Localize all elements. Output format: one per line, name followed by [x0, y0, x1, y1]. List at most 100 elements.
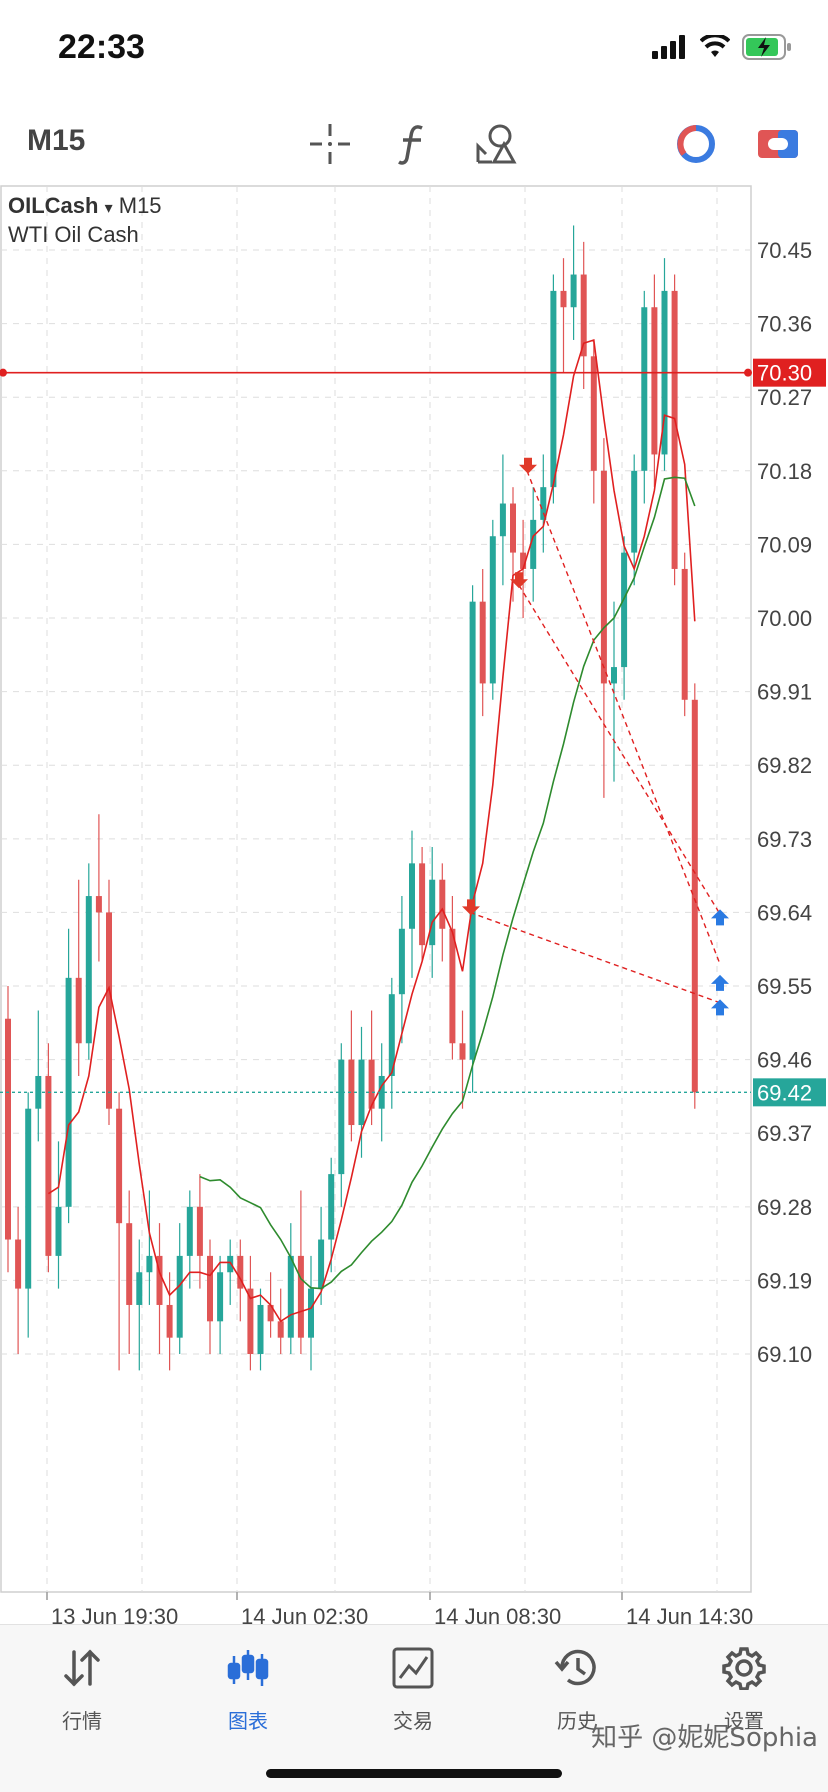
candle-body	[520, 552, 527, 569]
price-axis-label: 70.00	[757, 606, 812, 631]
candle-body	[489, 536, 496, 684]
price-axis-label: 69.64	[757, 900, 812, 925]
current-price-tag	[753, 1078, 826, 1107]
wifi-icon	[700, 35, 730, 57]
candle-body	[55, 1206, 62, 1256]
candle-body	[166, 1304, 173, 1338]
price-chart[interactable]: 70.45 70.36 70.27 70.18 70.09 70.00 69.91 69.82…	[0, 184, 828, 1624]
time-axis-label: 14 Jun 08:30	[434, 1604, 561, 1624]
tab-quotes[interactable]: 行情	[22, 1643, 142, 1734]
symbol-timeframe: M15	[118, 193, 162, 218]
candle-body	[186, 1206, 193, 1256]
symbol-description: WTI Oil Cash	[8, 222, 139, 247]
trade-history-line	[518, 584, 720, 913]
candle-body	[530, 519, 537, 569]
fast-moving-average	[47, 338, 696, 1323]
history-clock-icon	[554, 1649, 596, 1686]
watermark: 知乎 @妮妮Sophia	[591, 1723, 818, 1753]
time-axis-label: 14 Jun 02:30	[241, 1604, 368, 1624]
settings-gear-icon	[722, 1647, 766, 1690]
alert-line-handle-left	[0, 368, 7, 377]
candle-body	[85, 896, 92, 1044]
candle-body	[196, 1206, 203, 1256]
candle-body	[429, 879, 436, 946]
candle-body	[611, 667, 617, 684]
price-axis-label: 69.28	[757, 1195, 812, 1220]
candle-body	[641, 307, 648, 471]
crosshair-icon	[310, 124, 350, 164]
home-indicator	[266, 1769, 562, 1778]
price-axis-label: 70.18	[757, 459, 812, 484]
candle-body	[156, 1255, 163, 1305]
candle-body	[580, 274, 587, 357]
bottom-tab-bar: 行情 图表 交易	[0, 1624, 828, 1792]
symbol-dropdown-icon: ▾	[104, 200, 113, 217]
candle-body	[126, 1223, 133, 1305]
grid-lines	[0, 185, 752, 1593]
function-icon	[398, 125, 423, 165]
candle-body	[95, 896, 102, 913]
symbol-title[interactable]: OILCash ▾ M15	[8, 193, 162, 219]
tab-chart[interactable]: 图表	[188, 1643, 308, 1734]
candle-body	[5, 1018, 11, 1240]
tab-history[interactable]: 历史	[517, 1643, 637, 1734]
alert-line-handle-right	[744, 368, 752, 377]
candle-body	[388, 994, 395, 1076]
candle-body	[348, 1059, 355, 1126]
trend-lines	[469, 470, 720, 1004]
tab-settings[interactable]: 设置	[684, 1643, 804, 1734]
candle-body	[368, 1059, 375, 1109]
candle-body	[136, 1272, 143, 1305]
candle-body	[338, 1059, 345, 1175]
one-click-trading-button[interactable]	[668, 116, 724, 172]
candle-body	[681, 568, 688, 700]
trade-line-chart-icon	[392, 1647, 434, 1689]
price-axis-label: 69.19	[757, 1268, 812, 1293]
shapes-icon	[476, 124, 517, 164]
status-time: 22:33	[58, 28, 145, 66]
current-price-label: 69.42	[757, 1080, 812, 1105]
candle-body	[671, 290, 678, 569]
candle-body	[45, 1075, 52, 1256]
candle-body	[469, 601, 476, 1060]
trade-button[interactable]	[750, 116, 806, 172]
indicators-button[interactable]	[386, 116, 442, 172]
chart-toolbar: M15	[0, 100, 828, 185]
candle-body	[227, 1255, 234, 1273]
candle-body	[651, 307, 658, 455]
candle-body	[540, 487, 547, 520]
price-axis-label: 69.73	[757, 827, 812, 852]
quotes-arrows-icon	[64, 1649, 100, 1687]
crosshair-button[interactable]	[302, 116, 358, 172]
candlestick-chart-icon	[227, 1650, 269, 1686]
alert-price-label: 70.30	[757, 361, 812, 386]
candle-body	[247, 1288, 254, 1355]
candle-body	[217, 1272, 224, 1322]
candle-body	[176, 1255, 183, 1338]
price-axis-label: 69.55	[757, 974, 812, 999]
trade-markers	[462, 457, 729, 1016]
chart-frame	[0, 185, 752, 1593]
objects-button[interactable]	[468, 116, 524, 172]
price-axis-label: 69.91	[757, 680, 812, 705]
timeframe-selector[interactable]: M15	[27, 124, 86, 157]
tab-trade[interactable]: 交易	[353, 1643, 473, 1734]
sell-arrow-icon	[519, 457, 537, 474]
candle-body	[459, 1043, 466, 1060]
price-axis-label: 69.46	[757, 1048, 812, 1073]
candle-body	[560, 290, 567, 308]
candle-body	[570, 274, 577, 308]
cellular-signal-icon	[652, 35, 685, 59]
chart-canvas[interactable]: 70.45 70.36 70.27 70.18 70.09 70.00 69.91 69.82…	[0, 184, 828, 1624]
candle-body	[15, 1239, 22, 1289]
price-axis-label: 70.27	[757, 385, 812, 410]
candle-body	[116, 1108, 123, 1224]
sell-arrow-icon	[462, 899, 480, 916]
price-labels: 70.30 69.42	[0, 358, 826, 1107]
candle-body	[237, 1255, 244, 1289]
candle-body	[297, 1255, 304, 1338]
candle-body	[318, 1239, 325, 1289]
price-axis-label: 69.10	[757, 1342, 812, 1367]
price-axis-label: 69.82	[757, 753, 812, 778]
candle-body	[308, 1288, 314, 1338]
